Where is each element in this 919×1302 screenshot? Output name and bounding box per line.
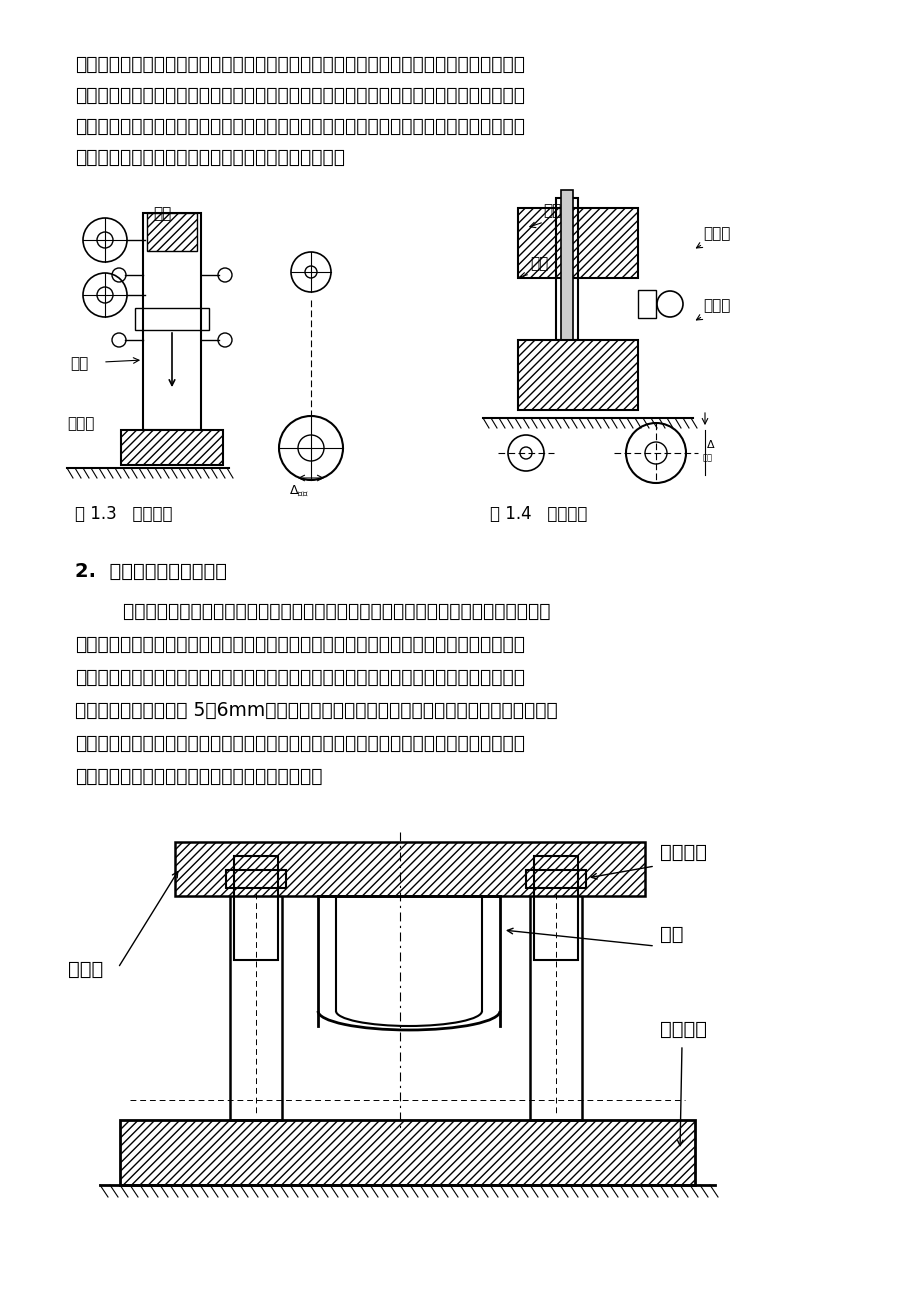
Bar	[226, 870, 286, 888]
Text: 2.  先压入导套的装配方法: 2. 先压入导套的装配方法	[75, 562, 227, 581]
Text: 下模座: 下模座	[702, 298, 730, 312]
Text: 上模座。压入导柱如图所示。在上、下模座之间垫入等高垫块，将导柱插入导套内，在压力: 上模座。压入导柱如图所示。在上、下模座之间垫入等高垫块，将导柱插入导套内，在压力	[75, 668, 525, 687]
Text: 分表（或宽座角尺）在两个垂直方向检验和校正导柱的垂直度。边检验校正边压入，将导柱: 分表（或宽座角尺）在两个垂直方向检验和校正导柱的垂直度。边检验校正边压入，将导柱	[75, 55, 525, 74]
Text: 专用工具: 专用工具	[659, 1019, 706, 1039]
Text: 导套: 导套	[659, 924, 683, 944]
Bar	[142, 214, 200, 430]
Bar	[175, 842, 644, 896]
Text: 最大: 最大	[702, 453, 712, 462]
Bar	[555, 198, 577, 340]
Bar	[517, 340, 637, 410]
Text: 导套: 导套	[542, 203, 561, 217]
Bar	[233, 855, 278, 960]
Bar	[135, 309, 209, 329]
Bar	[147, 214, 197, 251]
Text: 上模座: 上模座	[68, 960, 103, 979]
Text: 轴度误差，如图所示。然后将同轴度最大误差调至两导套中心连线的垂直方向，使由于同轴: 轴度误差，如图所示。然后将同轴度最大误差调至两导套中心连线的垂直方向，使由于同轴	[75, 117, 525, 135]
Bar	[533, 855, 577, 960]
Text: 等高垫圈: 等高垫圈	[659, 842, 706, 862]
Text: 图 1.4   压入导套: 图 1.4 压入导套	[490, 505, 586, 523]
Text: 压块: 压块	[153, 206, 171, 221]
Text: 下模座: 下模座	[67, 417, 95, 431]
Bar	[121, 430, 222, 465]
Text: 压入导套如图所示。将上模座放于专用工具的平板上，平板上有两个与底面垂直，与导: 压入导套如图所示。将上模座放于专用工具的平板上，平板上有两个与底面垂直，与导	[75, 602, 550, 621]
Bar	[230, 888, 282, 1120]
Text: $\Delta_{最大}$: $\Delta_{最大}$	[289, 483, 308, 499]
Text: 匀，应调整导柱，直至松紧均匀，然后压入导柱。: 匀，应调整导柱，直至松紧均匀，然后压入导柱。	[75, 767, 323, 786]
Text: 度误差而引起的中心距的变化为最小，然后压入导套。: 度误差而引起的中心距的变化为最小，然后压入导套。	[75, 148, 345, 167]
Bar	[526, 870, 585, 888]
Bar	[529, 888, 582, 1120]
Text: 慢慢压入模座。将上模座反置并套上导套，转动导套，用千分表检查导套内外圆配合面的同: 慢慢压入模座。将上模座反置并套上导套，转动导套，用千分表检查导套内外圆配合面的同	[75, 86, 525, 105]
Text: 图 1.3   压入导柱: 图 1.3 压入导柱	[75, 505, 173, 523]
Text: 点划线所示位置，然后轻轻放下，检验上模座与等高垫块接触的松紧是否均匀，如松紧不均: 点划线所示位置，然后轻轻放下，检验上模座与等高垫块接触的松紧是否均匀，如松紧不均	[75, 734, 525, 753]
Text: 导柱: 导柱	[70, 355, 88, 371]
Text: 柱直径相同的圆柱，将导套分别套入两个圆柱上，垫上等高垫圈，在压力机上将两导套压入: 柱直径相同的圆柱，将导套分别套入两个圆柱上，垫上等高垫圈，在压力机上将两导套压入	[75, 635, 525, 654]
Bar	[517, 208, 637, 279]
Bar	[637, 290, 655, 318]
Bar	[561, 190, 573, 350]
Text: 上模座: 上模座	[702, 227, 730, 241]
Text: 导柱: 导柱	[529, 256, 548, 271]
Bar	[119, 1120, 694, 1185]
Text: 机上将导柱压入下模座 5～6mm。然后将上模座提升到导套不脱离导柱的最高位置，如图双: 机上将导柱压入下模座 5～6mm。然后将上模座提升到导套不脱离导柱的最高位置，如…	[75, 700, 557, 720]
Text: $\Delta$: $\Delta$	[705, 437, 715, 450]
